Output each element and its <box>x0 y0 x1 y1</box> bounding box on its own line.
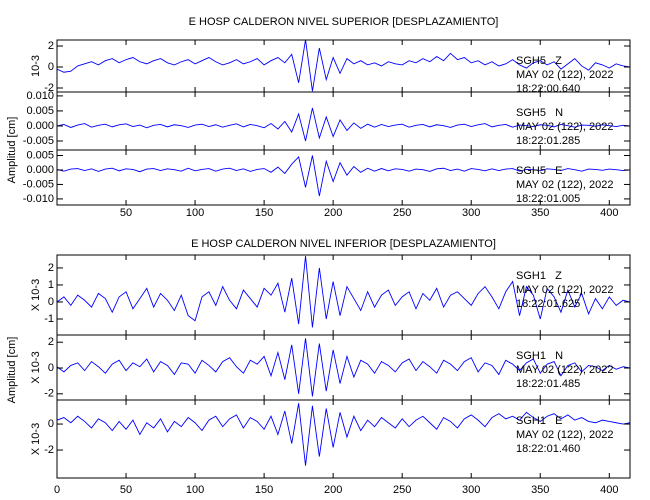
date: MAY 02 (122), 2022 <box>516 121 613 133</box>
station: SGH5 N <box>516 107 563 119</box>
multiplier: 10-3 <box>30 55 42 77</box>
panel-frame <box>56 149 631 206</box>
y-tick-label: 0.005 <box>26 105 54 117</box>
y-tick-label: -0.005 <box>23 135 54 147</box>
x-tick-label: 400 <box>600 207 618 219</box>
time: 18:22:01.625 <box>516 298 580 310</box>
x-tick-label: 250 <box>393 207 411 219</box>
chart-title: E HOSP CALDERON NIVEL SUPERIOR [DESPLAZA… <box>189 16 499 28</box>
y-tick-label: 0.005 <box>26 149 54 161</box>
x-tick-label: 300 <box>462 484 480 496</box>
station: SGH1 Z <box>516 270 562 282</box>
x-tick-label: 50 <box>120 207 132 219</box>
x-tick-label: 150 <box>255 207 273 219</box>
x-tick-label: 300 <box>462 207 480 219</box>
date: MAY 02 (122), 2022 <box>516 69 613 81</box>
date: MAY 02 (122), 2022 <box>516 364 613 376</box>
y-tick-label: 0 <box>48 61 54 73</box>
waveform <box>57 155 630 197</box>
station: SGH1 E <box>516 415 562 427</box>
y-tick-label: 1 <box>48 279 54 291</box>
x-tick-label: 350 <box>531 207 549 219</box>
station: SGH5 E <box>516 165 562 177</box>
x-tick-label: 100 <box>186 207 204 219</box>
y-tick-label: -2 <box>44 444 54 456</box>
date: MAY 02 (122), 2022 <box>516 284 613 296</box>
y-tick-label: 0 <box>48 296 54 308</box>
x-tick-label: 250 <box>393 484 411 496</box>
y-axis-label: Amplitud [cm] <box>6 337 18 404</box>
multiplier: X 10-3 <box>30 423 42 455</box>
y-tick-label: -0.005 <box>23 178 54 190</box>
y-tick-label: -2 <box>44 82 54 94</box>
y-tick-label: 0.000 <box>26 120 54 132</box>
y-tick-label: 0.000 <box>26 164 54 176</box>
multiplier: X 10-3 <box>30 351 42 383</box>
time: 18:22:01.285 <box>516 135 580 147</box>
y-tick-label: 2 <box>48 262 54 274</box>
time: 18:22:01.005 <box>516 193 580 205</box>
y-tick-label: 2 <box>48 40 54 52</box>
waveform <box>57 255 630 328</box>
y-tick-label: 2 <box>48 336 54 348</box>
x-tick-label: 100 <box>186 484 204 496</box>
time: 18:22:01.460 <box>516 443 580 455</box>
panel-frame <box>56 399 631 479</box>
y-tick-label: 0 <box>48 362 54 374</box>
y-tick-label: -1 <box>44 313 54 325</box>
x-tick-label: 50 <box>120 484 132 496</box>
multiplier: X 10-3 <box>30 279 42 311</box>
x-tick-label: 200 <box>324 484 342 496</box>
x-tick-label: 0 <box>54 484 60 496</box>
chart-title: E HOSP CALDERON NIVEL INFERIOR [DESPLAZA… <box>191 238 496 250</box>
station: SGH1 N <box>516 350 563 362</box>
y-tick-label: -2 <box>44 388 54 400</box>
x-tick-label: 150 <box>255 484 273 496</box>
waveform <box>57 403 630 466</box>
station: SGH5 Z <box>516 55 562 67</box>
date: MAY 02 (122), 2022 <box>516 179 613 191</box>
waveform <box>57 40 630 92</box>
time: 18:22:00.640 <box>516 83 580 95</box>
waveform <box>57 338 630 397</box>
y-tick-label: 0 <box>48 418 54 430</box>
waveform <box>57 107 630 142</box>
x-tick-label: 350 <box>531 484 549 496</box>
time: 18:22:01.485 <box>516 378 580 390</box>
y-tick-label: -0.010 <box>23 193 54 205</box>
date: MAY 02 (122), 2022 <box>516 429 613 441</box>
y-axis-label: Amplitud [cm] <box>6 117 18 184</box>
x-tick-label: 400 <box>600 484 618 496</box>
x-tick-label: 200 <box>324 207 342 219</box>
y-tick-label: 0.010 <box>26 90 54 102</box>
